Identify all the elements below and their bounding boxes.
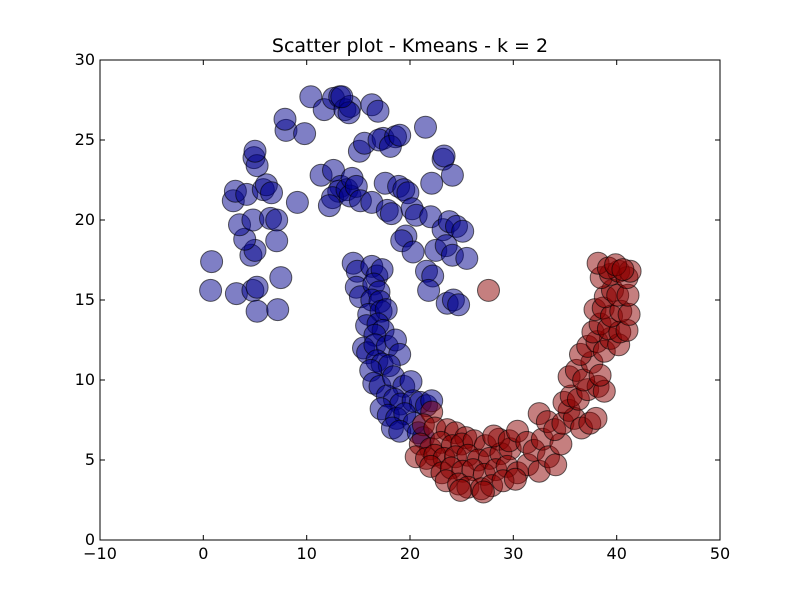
data-point-cluster-0 [245,299,269,323]
data-point-cluster-0 [414,115,437,139]
y-tick-label: 10 [75,370,95,389]
data-point-cluster-0 [399,370,423,394]
data-point-cluster-1 [471,480,495,504]
data-point-cluster-0 [285,190,309,214]
data-point-cluster-0 [265,229,289,253]
data-point-cluster-0 [451,219,475,243]
points-layer [199,85,642,504]
data-point-cluster-0 [273,107,297,131]
data-point-cluster-0 [260,181,283,205]
data-point-cluster-0 [366,99,390,123]
x-tick-label: 10 [297,544,317,563]
data-point-cluster-0 [379,202,403,226]
x-tick-label: 40 [607,544,627,563]
data-point-cluster-0 [266,298,290,322]
data-point-cluster-0 [200,250,224,274]
y-tick-label: 25 [75,130,95,149]
data-point-cluster-0 [388,123,412,147]
data-point-cluster-0 [265,208,289,232]
y-tick-label: 0 [85,530,95,549]
data-point-cluster-0 [293,122,317,146]
data-point-cluster-1 [449,478,473,502]
data-point-cluster-0 [447,293,471,317]
data-point-cluster-0 [245,275,269,299]
data-point-cluster-0 [401,240,425,264]
x-tick-label: 0 [198,544,208,563]
x-tick-label: 20 [400,544,420,563]
data-point-cluster-0 [432,144,456,168]
data-point-cluster-1 [588,363,612,387]
x-tick-label: 30 [503,544,523,563]
data-point-cluster-0 [420,171,444,195]
data-point-cluster-1 [617,302,641,326]
y-tick-label: 20 [75,210,95,229]
y-tick-label: 15 [75,290,95,309]
data-point-cluster-1 [611,258,635,282]
data-point-cluster-0 [455,246,479,270]
data-point-cluster-0 [440,163,464,187]
data-point-cluster-0 [243,139,267,163]
chart-title: Scatter plot - Kmeans - k = 2 [272,35,548,57]
data-point-cluster-0 [317,194,341,218]
data-point-cluster-0 [417,278,441,302]
data-point-cluster-1 [477,278,500,302]
data-point-cluster-1 [584,406,608,430]
y-tick-label: 5 [85,450,95,469]
data-point-cluster-1 [544,453,568,477]
data-point-cluster-1 [503,467,527,491]
data-point-cluster-0 [269,266,293,290]
x-tick-label: −10 [83,544,117,563]
data-point-cluster-0 [199,278,223,302]
data-point-cluster-0 [330,85,354,109]
y-tick-label: 30 [75,50,95,69]
x-tick-label: 50 [710,544,730,563]
